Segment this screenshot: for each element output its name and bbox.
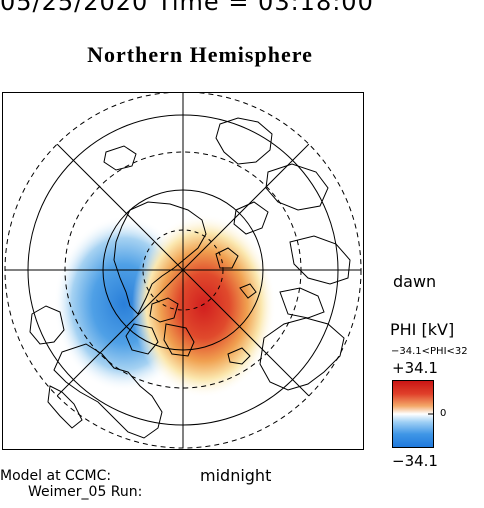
dawn-label: dawn [393,272,437,291]
polar-potential-map [2,92,364,450]
colorbar-max-label: +34.1 [392,359,438,377]
model-info-line-2: Weimer_05 Run: [28,484,143,500]
potential-colorbar [392,380,434,448]
colorbar-min-label: −34.1 [392,452,438,470]
map-title: Northern Hemisphere [87,42,313,67]
colorbar-zero-label: 0 [440,408,447,419]
positive-potential-cell [132,214,276,398]
colorbar-range-text: −34.1<PHI<32 [391,346,468,357]
midnight-label: midnight [200,466,272,485]
date-time-header: 05/25/2020 Time = 03:18:00 [0,0,374,16]
model-info-line-1: Model at CCMC: [0,468,112,484]
coastlines [29,117,351,439]
colorbar-title: PHI [kV] [390,320,455,339]
meridian-diagonal-2 [56,143,310,397]
